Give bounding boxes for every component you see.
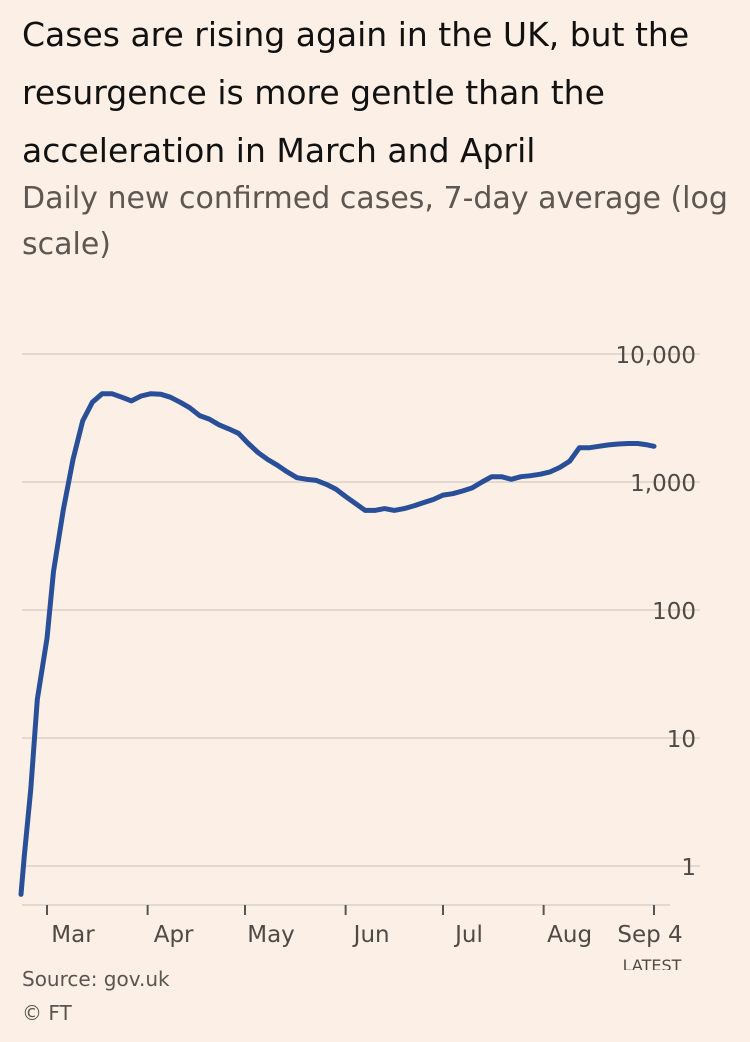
x-tick-label: Mar — [51, 922, 95, 948]
y-tick-label: 1,000 — [630, 471, 696, 497]
y-tick-label: 10,000 — [616, 343, 696, 369]
chart-subtitle: Daily new confirmed cases, 7-day average… — [22, 181, 728, 262]
x-tick-label: Aug — [547, 922, 592, 948]
y-tick-label: 1 — [681, 855, 696, 881]
chart-title: Cases are rising again in the UK, but th… — [22, 15, 690, 170]
x-tick-label: Apr — [154, 922, 194, 948]
latest-data-label: LATEST — [623, 956, 682, 970]
x-tick-label: Jul — [453, 922, 483, 948]
x-tick-label: Sep 4 — [617, 922, 682, 948]
cases-series-line — [18, 391, 657, 897]
x-tick-label: Jun — [352, 922, 390, 948]
source-note: Source: gov.uk — [22, 967, 170, 991]
y-tick-label: 100 — [652, 599, 696, 625]
y-tick-label: 10 — [667, 727, 696, 753]
x-tick-label: May — [247, 922, 295, 948]
line-chart: 1 10 100 1,000 10,000 Mar Apr May Jun Jul Aug Sep 4… — [18, 343, 700, 970]
copyright-note: © FT — [22, 1001, 72, 1025]
